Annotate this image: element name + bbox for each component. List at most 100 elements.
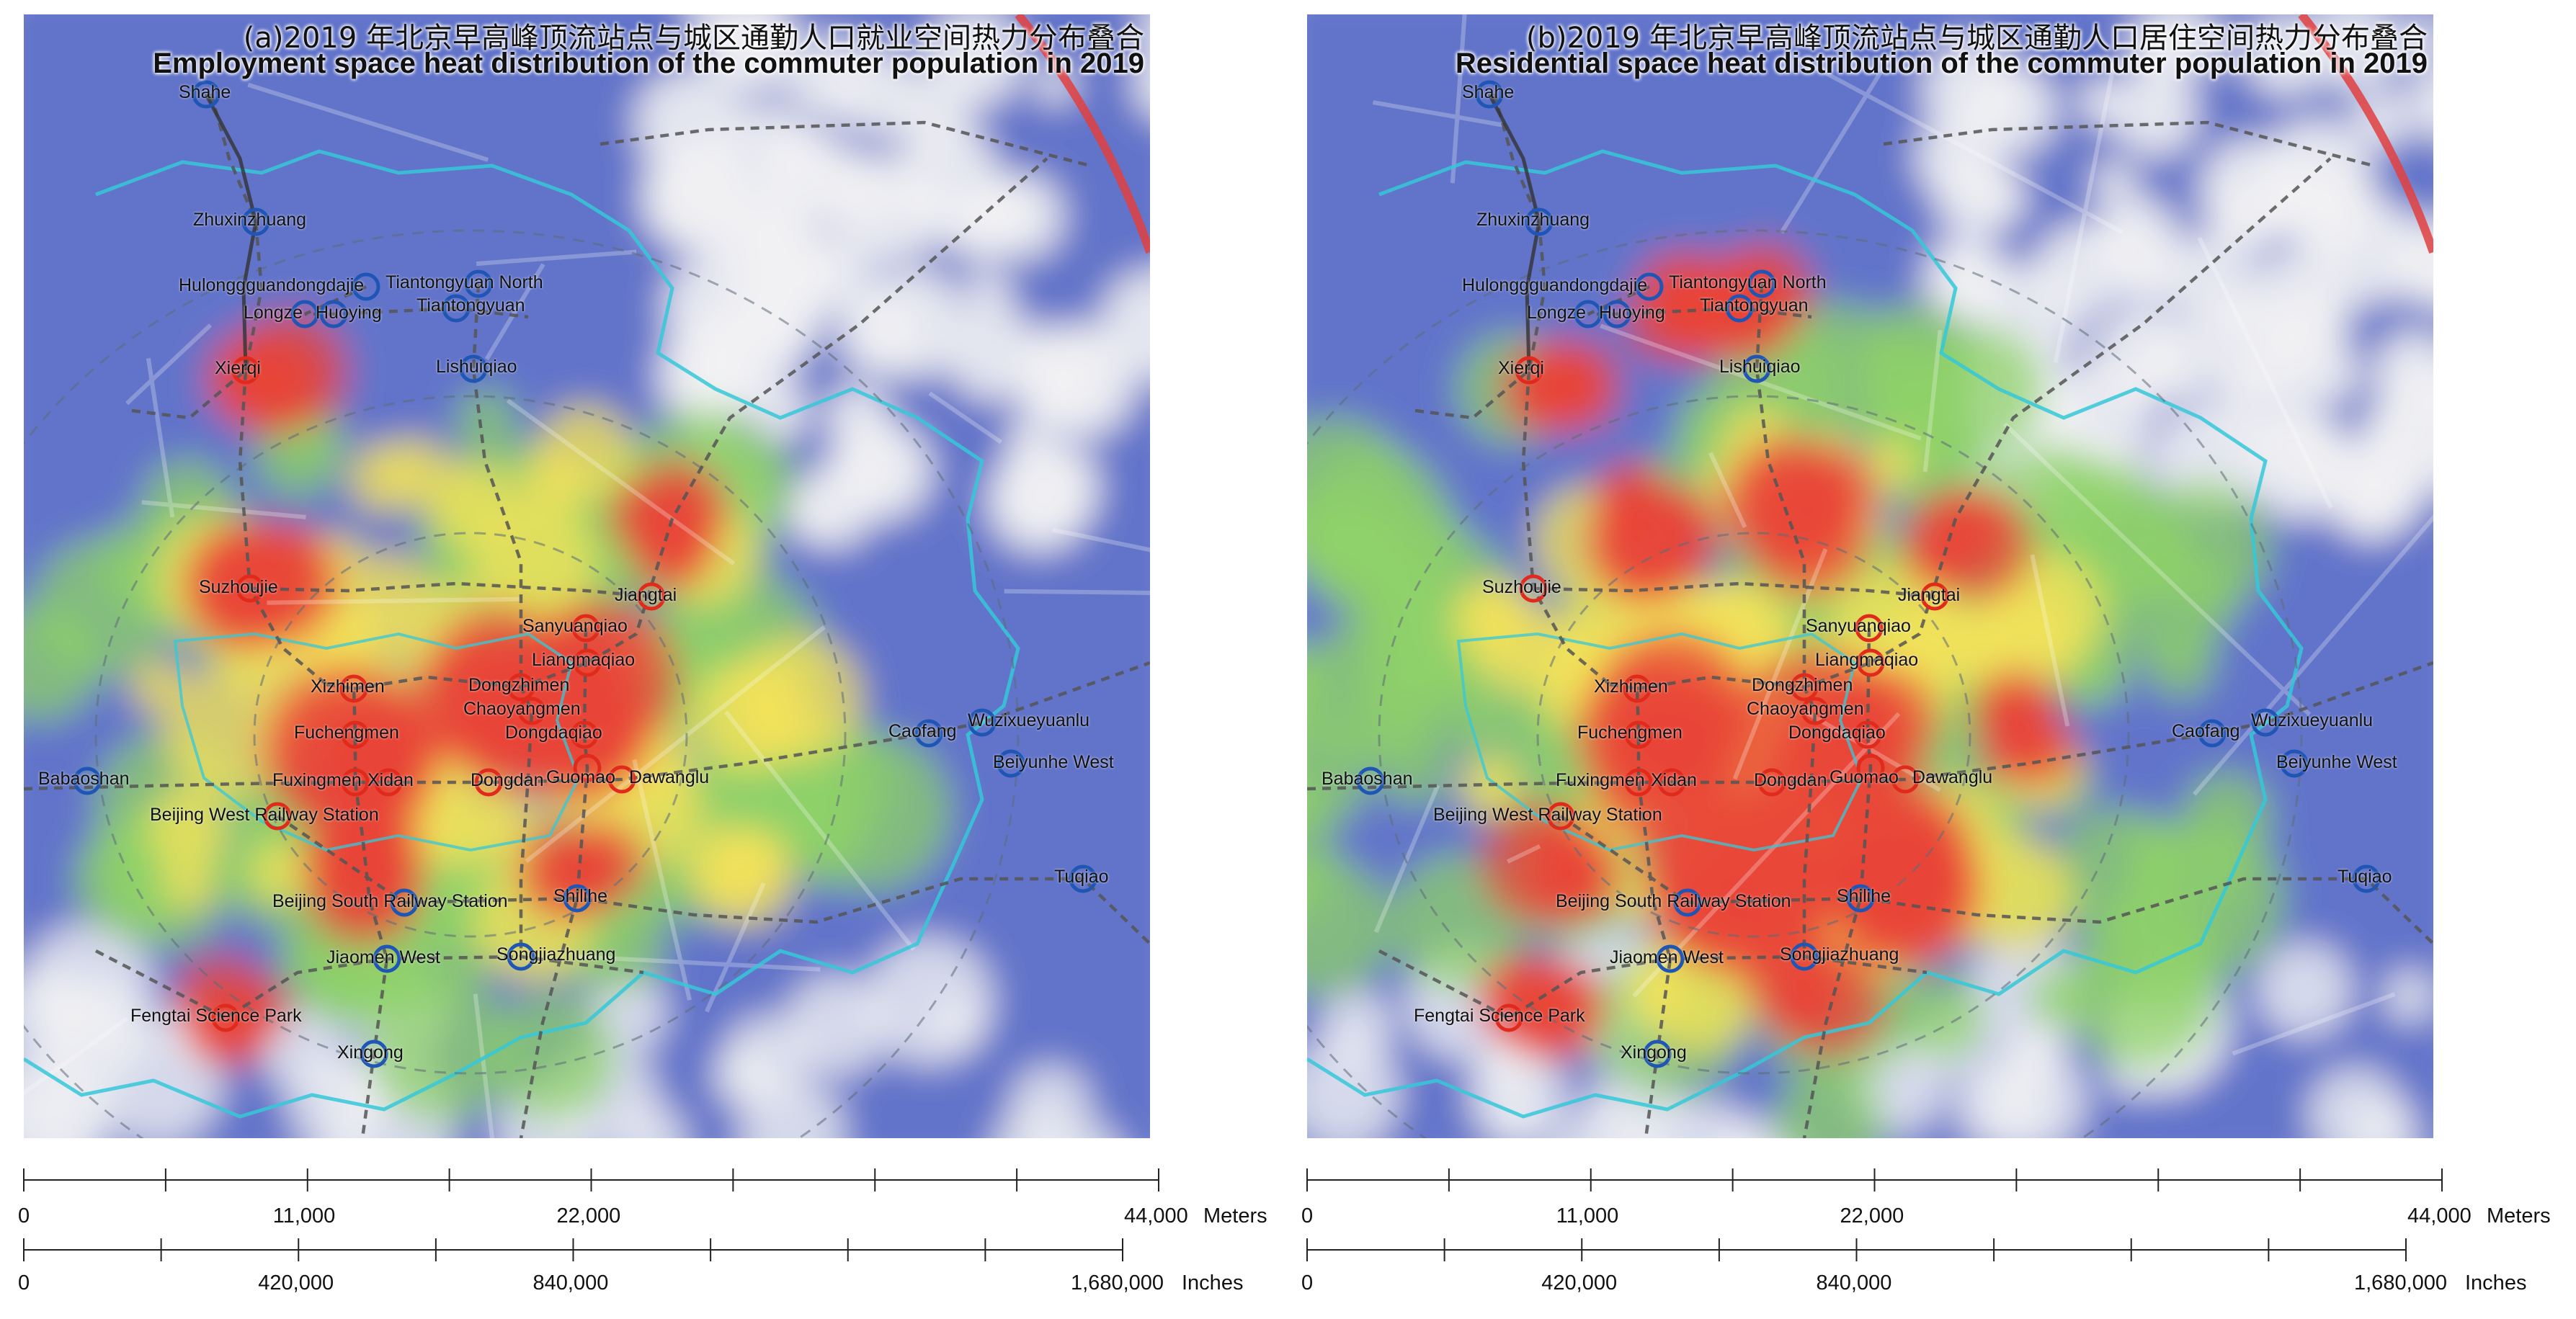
station-label: Fuchengmen — [1577, 723, 1683, 743]
inches-tick-label: 0 — [1301, 1271, 1314, 1295]
station-marker — [607, 765, 636, 794]
station-label: Beijing South Railway Station — [272, 891, 508, 911]
station-label: Caofang — [2172, 721, 2240, 741]
station-marker — [352, 272, 380, 301]
station-marker — [1515, 356, 1543, 385]
station-marker — [1856, 754, 1885, 782]
station-label: Lishuiqiao — [1719, 357, 1801, 377]
meters-tick-label: 22,000 — [1840, 1204, 1904, 1228]
station-label: Dawanglu — [1912, 767, 1993, 787]
station-marker — [507, 673, 535, 702]
station-marker — [1757, 768, 1786, 797]
station-marker — [1356, 766, 1385, 795]
station-marker — [1673, 888, 1702, 917]
station-marker — [241, 207, 270, 236]
basemap-roads — [24, 82, 1150, 1138]
station-marker — [507, 942, 535, 971]
district-boundary — [24, 149, 1020, 1119]
scale-bar-svg — [1306, 1168, 2443, 1261]
station-marker — [1801, 697, 1830, 725]
meters-unit: Meters — [2487, 1204, 2551, 1228]
station-marker — [290, 300, 319, 328]
station-label: Suzhoujie — [1482, 577, 1561, 597]
station-label: Songjiazhuang — [496, 944, 616, 965]
inches-unit: Inches — [2465, 1271, 2527, 1295]
scale-bar-right: 0 11,000 22,000 44,000 Meters 0 420,000 840,000… — [1283, 1160, 2576, 1297]
station-marker — [373, 944, 401, 973]
metro-lines — [24, 93, 1150, 1138]
meters-tick-label: 22,000 — [556, 1204, 621, 1228]
station-marker — [1790, 942, 1819, 971]
meters-tick-label: 11,000 — [272, 1204, 336, 1228]
station-label: Guomao — [546, 767, 615, 787]
station-label: Xizhimen — [1594, 676, 1668, 697]
station-label: Tuqiao — [1054, 867, 1109, 887]
station-label: Huoying — [1599, 303, 1665, 323]
station-label: Hulonggguandongdajie — [179, 275, 365, 295]
station-marker — [464, 269, 493, 298]
station-label: Shahe — [1462, 82, 1515, 102]
station-label: Tiantongyuan North — [1669, 272, 1827, 292]
station-marker — [1891, 765, 1920, 794]
station-label: Dongdaqiao — [1788, 723, 1886, 743]
inches-tick-label: 840,000 — [1816, 1271, 1892, 1295]
station-label: Xizhimen — [311, 676, 385, 697]
station-label: Songjiazhuang — [1780, 944, 1899, 965]
station-label: Xidan — [1651, 770, 1697, 790]
station-label: Xingong — [1621, 1042, 1687, 1063]
meters-unit: Meters — [1203, 1204, 1267, 1228]
station-label: Caofang — [888, 721, 957, 741]
inches-tick-label: 420,000 — [1541, 1271, 1618, 1295]
station-marker — [1853, 720, 1882, 749]
station-marker — [1643, 1039, 1672, 1068]
stations — [1356, 80, 2381, 1068]
heat-layer — [24, 14, 1150, 1138]
station-marker — [263, 802, 292, 831]
map-panel-employment: (a)2019 年北京早高峰顶流站点与城区通勤人口就业空间热力分布叠合 Empl… — [24, 14, 1150, 1138]
station-marker — [914, 719, 943, 748]
station-marker — [2280, 749, 2309, 778]
station-marker — [231, 356, 260, 385]
station-marker — [1920, 582, 1949, 611]
station-label: Hulonggguandongdajie — [1462, 275, 1648, 295]
station-label: Dongdan — [1754, 770, 1827, 790]
station-label: Jiaomen West — [326, 947, 440, 967]
meters-tick-label: 44,000 — [2407, 1204, 2472, 1228]
station-marker — [390, 888, 419, 917]
station-marker — [1525, 207, 1554, 236]
station-label: Xingong — [337, 1042, 404, 1063]
station-label: Xierqi — [1498, 358, 1544, 378]
station-label: Dongdaqiao — [505, 723, 602, 743]
station-label: Wuzixueyuanlu — [2251, 710, 2374, 730]
inches-tick-label: 0 — [18, 1271, 30, 1295]
station-marker — [570, 720, 599, 749]
station-marker — [339, 674, 368, 703]
station-marker — [1603, 300, 1631, 328]
station-marker — [1657, 768, 1686, 797]
station-label: Liangmaqiao — [532, 650, 636, 670]
station-marker — [1624, 768, 1653, 797]
station-label: Zhuxinzhuang — [193, 210, 307, 230]
station-label: Beiyunhe West — [2276, 752, 2397, 772]
inches-unit: Inches — [1182, 1271, 1244, 1295]
station-label: Shilihe — [553, 886, 608, 906]
panel-title-en: Residential space heat distribution of t… — [1455, 48, 2428, 79]
station-label: Guomao — [1830, 767, 1899, 787]
station-label: Fuxingmen — [272, 770, 362, 790]
station-label: Jiangtai — [615, 585, 677, 605]
station-marker — [637, 582, 666, 611]
station-label: Liangmaqiao — [1815, 650, 1919, 670]
station-label: Babaoshan — [38, 769, 130, 789]
station-marker — [1790, 673, 1819, 702]
station-label: Babaoshan — [1322, 769, 1413, 789]
station-label: Sanyuanqiao — [1806, 616, 1911, 636]
station-label: Fengtai Science Park — [130, 1006, 302, 1026]
station-label: Chaoyangmen — [463, 699, 581, 719]
station-label: Longze — [1527, 303, 1587, 323]
station-marker — [341, 720, 370, 749]
ring-road-1 — [1536, 532, 1971, 938]
station-marker — [517, 697, 546, 725]
station-marker — [211, 1003, 240, 1032]
meters-tick-label: 44,000 — [1124, 1204, 1188, 1228]
station-marker — [1855, 614, 1884, 643]
